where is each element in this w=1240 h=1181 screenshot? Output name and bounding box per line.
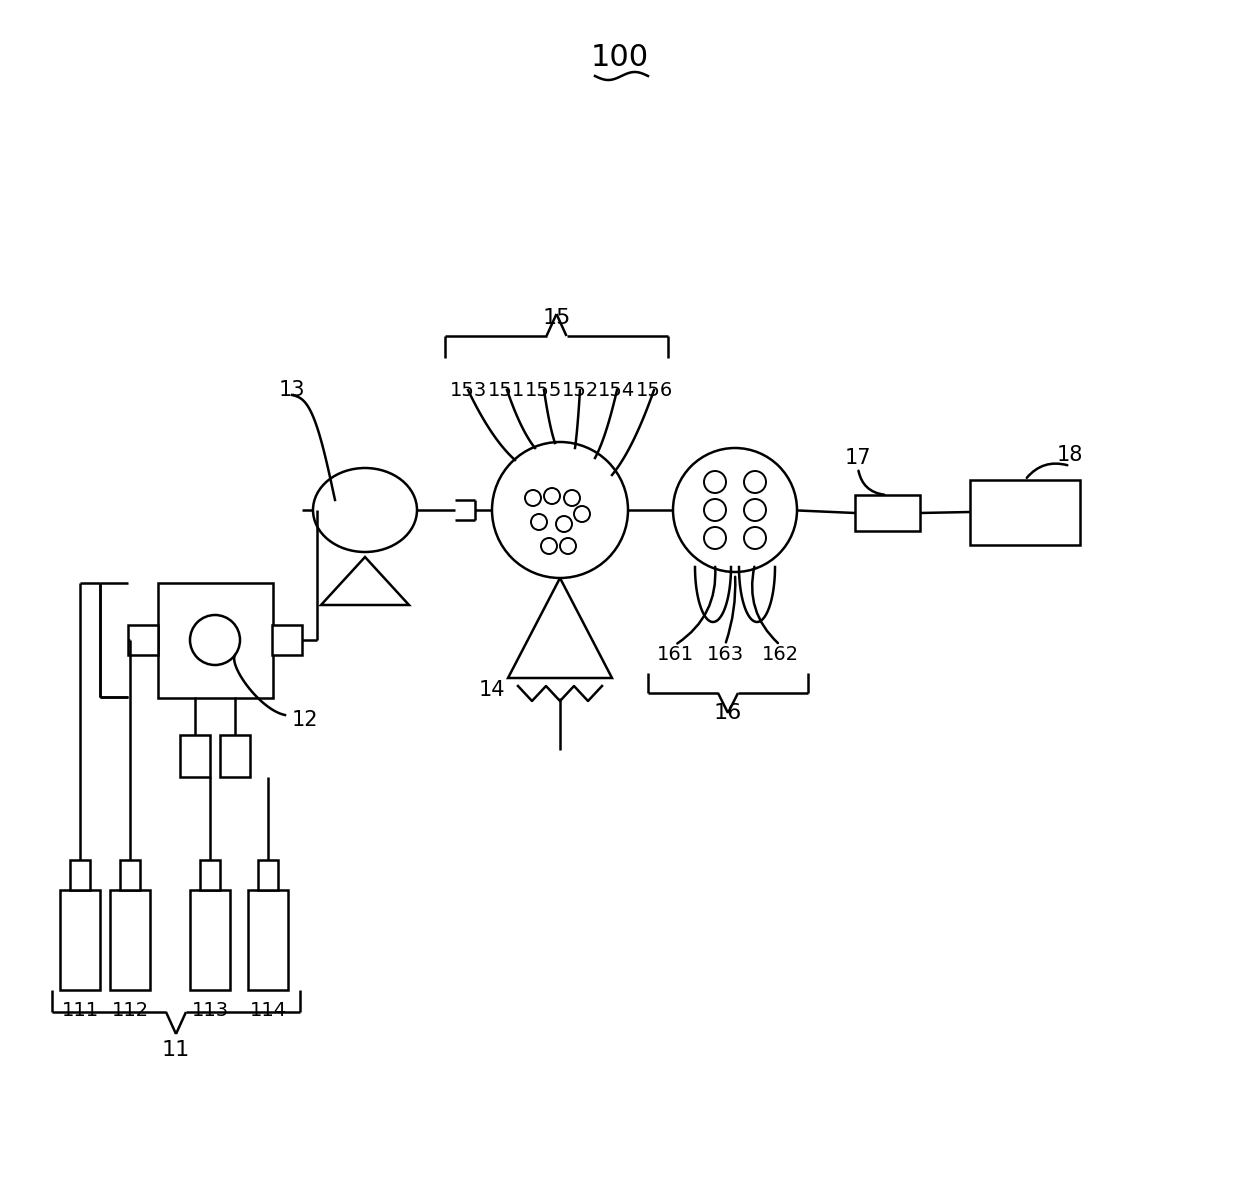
- Circle shape: [744, 527, 766, 549]
- Text: 151: 151: [489, 380, 526, 399]
- Text: 114: 114: [249, 1000, 286, 1019]
- Text: 14: 14: [479, 680, 505, 700]
- Text: 18: 18: [1056, 445, 1084, 465]
- Bar: [120, 860, 140, 890]
- Text: 162: 162: [761, 646, 799, 665]
- Polygon shape: [321, 557, 409, 605]
- Bar: [128, 625, 157, 655]
- Circle shape: [744, 471, 766, 492]
- Bar: [69, 860, 91, 890]
- Polygon shape: [508, 578, 613, 678]
- Text: 15: 15: [543, 308, 572, 328]
- Text: 112: 112: [112, 1000, 149, 1019]
- Circle shape: [556, 516, 572, 531]
- Circle shape: [564, 490, 580, 505]
- Bar: [180, 735, 210, 777]
- Bar: [190, 890, 229, 990]
- Text: 11: 11: [162, 1040, 190, 1061]
- Bar: [110, 890, 150, 990]
- Text: 12: 12: [291, 710, 319, 730]
- Circle shape: [560, 539, 577, 554]
- Circle shape: [190, 615, 241, 665]
- Text: 154: 154: [599, 380, 636, 399]
- Text: 161: 161: [656, 646, 693, 665]
- Text: 13: 13: [279, 380, 305, 400]
- Text: 163: 163: [707, 646, 744, 665]
- Circle shape: [574, 505, 590, 522]
- Circle shape: [525, 490, 541, 505]
- Circle shape: [704, 527, 725, 549]
- Text: 152: 152: [562, 380, 599, 399]
- Bar: [60, 890, 100, 990]
- Text: 111: 111: [62, 1000, 98, 1019]
- Bar: [970, 479, 1080, 544]
- Bar: [856, 495, 920, 531]
- Text: 100: 100: [591, 44, 649, 72]
- Bar: [200, 860, 219, 890]
- Circle shape: [492, 442, 627, 578]
- Circle shape: [744, 500, 766, 521]
- Circle shape: [704, 471, 725, 492]
- Bar: [219, 735, 250, 777]
- Ellipse shape: [312, 468, 417, 552]
- Bar: [258, 860, 278, 890]
- Text: 155: 155: [526, 380, 563, 399]
- Bar: [248, 890, 288, 990]
- Text: 156: 156: [635, 380, 672, 399]
- Circle shape: [673, 448, 797, 572]
- Text: 16: 16: [714, 703, 742, 723]
- Circle shape: [544, 488, 560, 504]
- Bar: [272, 625, 303, 655]
- Circle shape: [531, 514, 547, 530]
- Bar: [157, 583, 273, 698]
- Circle shape: [541, 539, 557, 554]
- Text: 17: 17: [844, 448, 872, 468]
- Text: 153: 153: [449, 380, 486, 399]
- Circle shape: [704, 500, 725, 521]
- Text: 113: 113: [191, 1000, 228, 1019]
